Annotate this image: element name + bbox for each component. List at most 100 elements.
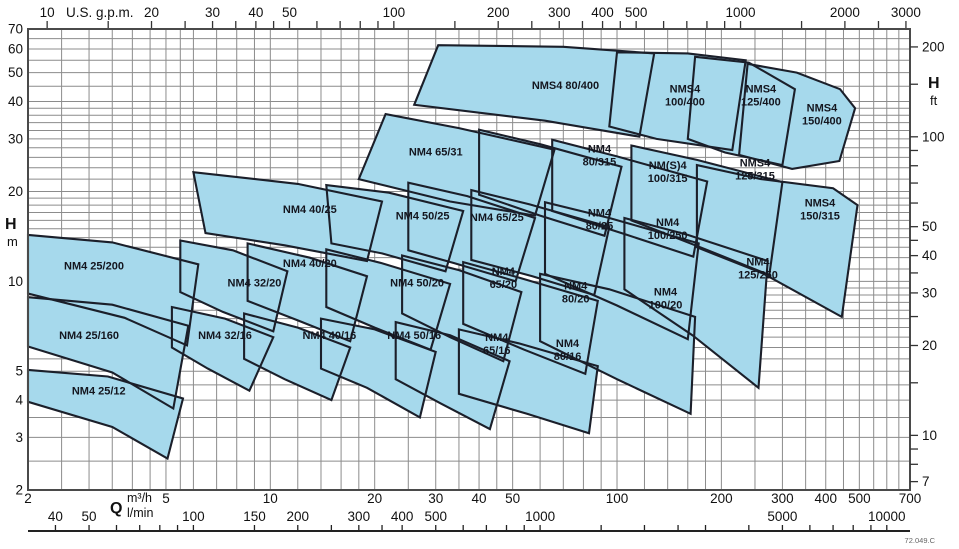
pump-label: NM4 100/20 bbox=[649, 286, 683, 311]
pump-region-outline bbox=[246, 242, 369, 343]
left-axis-label: 70 bbox=[8, 22, 23, 37]
pump-label: NMS4 150/315 bbox=[800, 197, 840, 222]
axis-title-gpm: U.S. g.p.m. bbox=[66, 5, 134, 20]
pump-region-outline bbox=[608, 51, 747, 152]
pump-label: NM4 40/25 bbox=[283, 204, 337, 216]
lmin-axis-label: 40 bbox=[48, 509, 63, 524]
pump-label: NM4 25/12 bbox=[72, 386, 126, 398]
right-axis-label: 200 bbox=[922, 39, 945, 54]
pump-region-outline bbox=[539, 272, 697, 416]
pump-region-outline bbox=[319, 317, 437, 419]
bottom-axis-label-m3h: 10 bbox=[263, 491, 278, 506]
pump-region-outline bbox=[457, 328, 599, 435]
lmin-axis-label: 1000 bbox=[525, 509, 555, 524]
pump-label: NM4 50/20 bbox=[390, 278, 444, 290]
left-axis-label: 3 bbox=[15, 430, 23, 445]
pump-label: NM4 80/16 bbox=[554, 338, 582, 363]
top-axis-label: 1000 bbox=[726, 5, 756, 20]
pump-label: NM4 32/16 bbox=[198, 330, 252, 342]
bottom-axis-label-m3h: 50 bbox=[505, 491, 520, 506]
top-axis-label: 30 bbox=[205, 5, 220, 20]
doc-code: 72.049.C bbox=[904, 536, 935, 545]
left-axis-label: 20 bbox=[8, 184, 23, 199]
left-axis-label: 50 bbox=[8, 65, 23, 80]
lmin-axis-label: 100 bbox=[182, 509, 205, 524]
pump-region-outline bbox=[470, 188, 611, 297]
pump-label: NM4 50/16 bbox=[387, 330, 441, 342]
right-axis-label: 100 bbox=[922, 129, 945, 144]
pump-region-outline bbox=[623, 216, 769, 390]
plot-border bbox=[27, 28, 911, 491]
pump-label: NM4 80/315 bbox=[583, 143, 617, 168]
top-axis-label: 40 bbox=[248, 5, 263, 20]
lmin-axis-label: 150 bbox=[243, 509, 266, 524]
pump-region-outline bbox=[401, 254, 523, 363]
pump-label: NMS4 125/315 bbox=[735, 157, 775, 182]
pump-label: NMS4 125/400 bbox=[741, 84, 781, 109]
left-axis-label: 60 bbox=[8, 41, 23, 56]
top-axis-label: 500 bbox=[625, 5, 648, 20]
right-axis-label: 50 bbox=[922, 219, 937, 234]
axis-unit-m: m bbox=[7, 234, 18, 249]
pump-region-outline bbox=[737, 62, 857, 170]
bottom-axis-label-m3h: 700 bbox=[899, 491, 922, 506]
lmin-axis-label: 10000 bbox=[868, 509, 906, 524]
pump-label: NM4 40/16 bbox=[302, 330, 356, 342]
left-axis-label: 10 bbox=[8, 274, 23, 289]
pump-label: NM4 100/250 bbox=[648, 217, 688, 242]
right-axis-label: 20 bbox=[922, 338, 937, 353]
pump-region-outline bbox=[394, 320, 511, 431]
bottom-axis-label-m3h: 30 bbox=[428, 491, 443, 506]
lmin-axis-label: 400 bbox=[391, 509, 414, 524]
pump-label: NM(S)4 100/315 bbox=[648, 160, 688, 185]
bottom-axis-label-m3h: 5 bbox=[162, 491, 170, 506]
pump-label: NM4 125/250 bbox=[738, 256, 778, 281]
left-axis-label: 40 bbox=[8, 94, 23, 109]
right-axis-label: 10 bbox=[922, 428, 937, 443]
lmin-axis-label: 5000 bbox=[767, 509, 797, 524]
pump-label: NM4 65/20 bbox=[490, 266, 518, 291]
pump-label: NM4 65/25 bbox=[470, 212, 524, 224]
pump-label: NMS4 80/400 bbox=[532, 80, 599, 92]
lmin-axis-label: 300 bbox=[348, 509, 371, 524]
pump-label: NM4 65/31 bbox=[409, 147, 463, 159]
pump-region-outline bbox=[179, 239, 289, 333]
left-axis-label: 30 bbox=[8, 131, 23, 146]
axis-unit-ft: ft bbox=[930, 93, 938, 108]
pump-region bbox=[696, 165, 858, 317]
bottom-axis-label-m3h: 2 bbox=[24, 491, 32, 506]
top-axis-label: 50 bbox=[282, 5, 297, 20]
pump-label: NM4 25/200 bbox=[64, 260, 124, 272]
bottom-axis-label-m3h: 400 bbox=[814, 491, 837, 506]
bottom-axis-label-m3h: 300 bbox=[771, 491, 794, 506]
pump-label: NM4 50/25 bbox=[396, 211, 450, 223]
pump-region-outline bbox=[462, 260, 599, 376]
top-axis-label: 400 bbox=[591, 5, 614, 20]
pump-region-outline bbox=[357, 112, 556, 217]
axis-title-h-left: H bbox=[5, 216, 17, 233]
pump-region-outline bbox=[243, 312, 352, 402]
pump-region bbox=[326, 249, 451, 350]
right-axis-label: 30 bbox=[922, 285, 937, 300]
lmin-axis-label: 500 bbox=[424, 509, 447, 524]
left-axis-label: 5 bbox=[15, 364, 23, 379]
pump-region-outline bbox=[686, 55, 797, 167]
bottom-axis-label-m3h: 200 bbox=[710, 491, 733, 506]
right-axis-label: 7 bbox=[922, 474, 930, 489]
pump-region-outline bbox=[192, 170, 384, 263]
top-axis-label: 100 bbox=[383, 5, 406, 20]
top-axis-label: 10 bbox=[40, 5, 55, 20]
bottom-axis-label-m3h: 20 bbox=[367, 491, 382, 506]
unit-label-lmin: l/min bbox=[127, 506, 153, 520]
top-axis-label: 20 bbox=[144, 5, 159, 20]
top-axis-label: 3000 bbox=[891, 5, 921, 20]
pump-label: NMS4 100/400 bbox=[665, 84, 705, 109]
pump-label: NM4 25/160 bbox=[59, 330, 119, 342]
left-axis-label: 4 bbox=[15, 393, 23, 408]
top-axis-label: 300 bbox=[548, 5, 571, 20]
lmin-axis-label: 50 bbox=[82, 509, 97, 524]
pump-region-outline bbox=[407, 181, 537, 283]
pump-region-outline bbox=[325, 183, 465, 273]
